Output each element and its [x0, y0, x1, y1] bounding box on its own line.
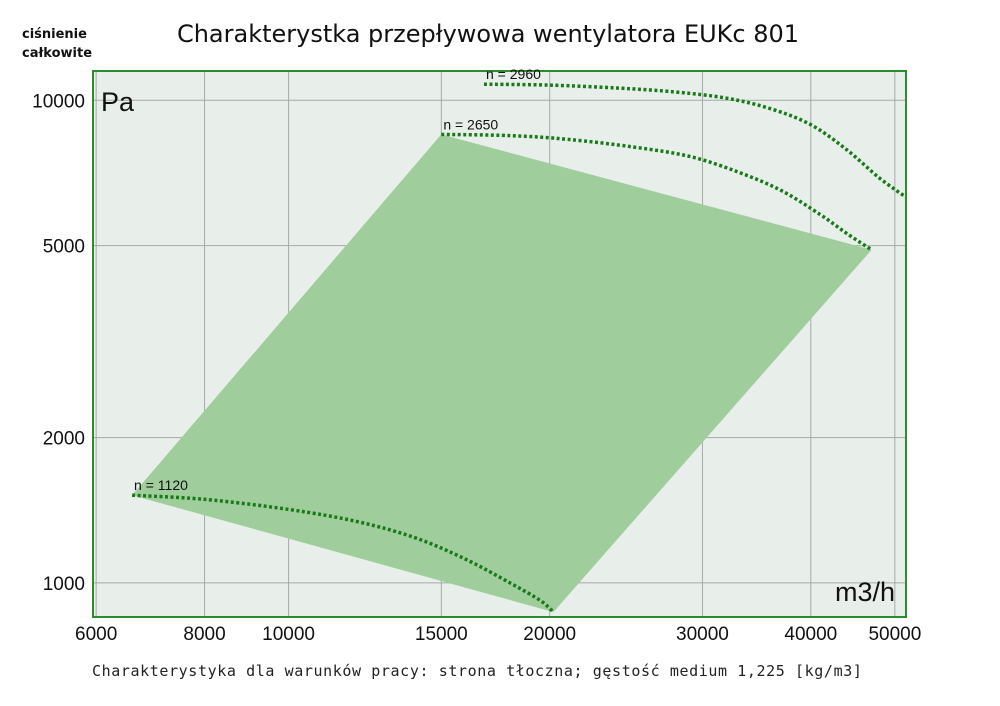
y-tick-label: 5000	[43, 237, 85, 258]
x-tick-label: 40000	[784, 624, 837, 645]
x-tick-label: 6000	[75, 624, 117, 645]
y-axis-title-line-1: ciśnienie	[22, 27, 87, 42]
curve-2	[483, 82, 908, 199]
curve-1	[441, 132, 873, 252]
chart-title: Charakterystka przepływowa wentylatora E…	[177, 20, 799, 48]
x-tick-label: 30000	[676, 624, 729, 645]
x-tick-label: 50000	[868, 624, 921, 645]
plot-frame	[92, 70, 907, 618]
x-tick-label: 10000	[262, 624, 315, 645]
x-tick-label: 8000	[183, 624, 225, 645]
y-tick-label: 1000	[43, 574, 85, 595]
y-axis-title-line-2: całkowite	[22, 46, 92, 61]
x-tick-label: 20000	[523, 624, 576, 645]
y-unit-label: Pa	[101, 87, 135, 117]
curve-label-2: n = 2960	[486, 66, 541, 82]
x-axis-ticks: 6000 8000 10000 15000 20000 30000 40000 50000	[75, 624, 921, 645]
curve-labels: n = 1120 n = 2650 n = 2960	[134, 66, 541, 493]
curve-label-1: n = 2650	[443, 116, 498, 132]
curve-label-0: n = 1120	[134, 477, 188, 493]
y-tick-label: 2000	[43, 429, 85, 450]
x-unit-label: m3/h	[835, 577, 895, 607]
speed-curves	[131, 82, 908, 614]
footnote: Charakterystyka dla warunków pracy: stro…	[92, 662, 862, 680]
operating-area	[132, 134, 872, 613]
y-axis-ticks: 1000 2000 5000 10000	[32, 91, 85, 595]
curve-0	[131, 493, 555, 614]
y-tick-label: 10000	[32, 91, 85, 112]
x-tick-label: 15000	[415, 624, 468, 645]
